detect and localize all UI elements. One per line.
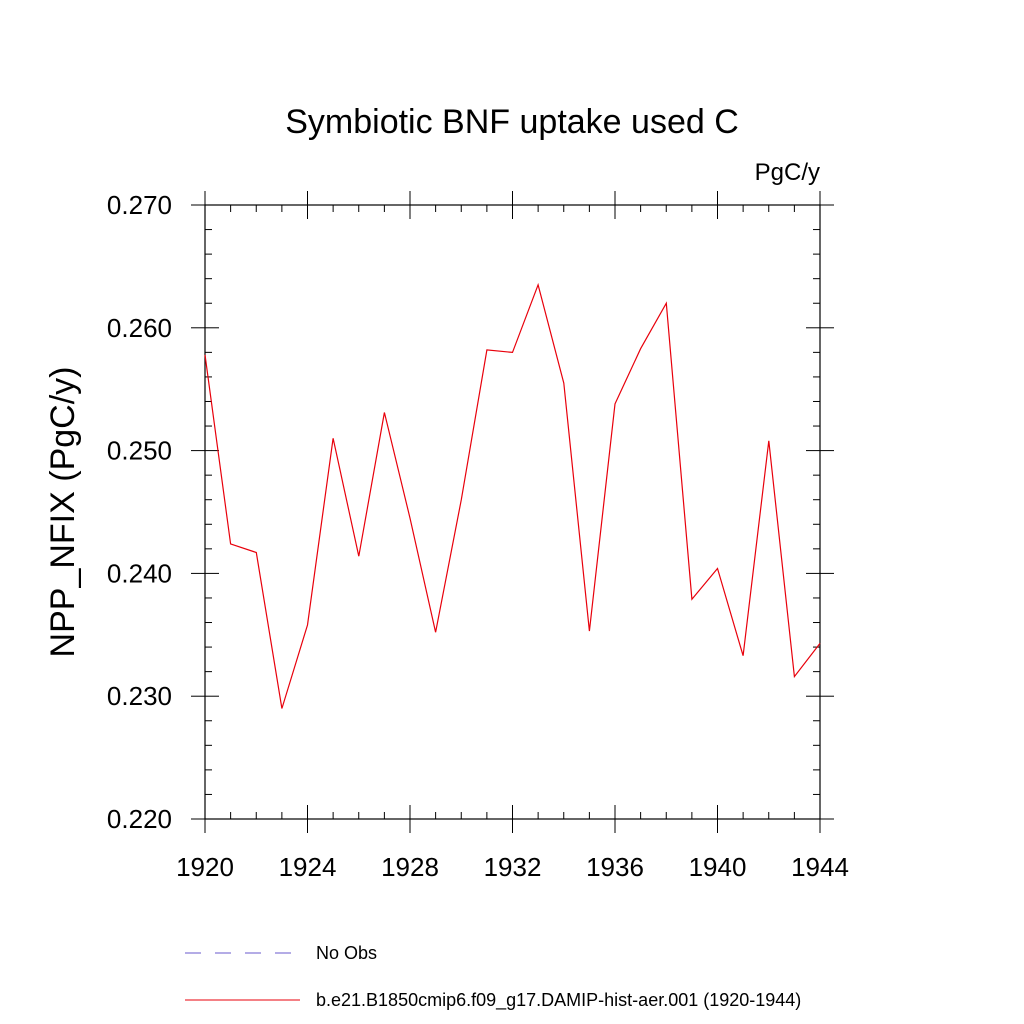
series-line <box>204 282 821 709</box>
units-label: PgC/y <box>755 159 820 186</box>
x-tick-label: 1944 <box>791 852 849 882</box>
y-axis-label: NPP_NFIX (PgC/y) <box>44 367 82 658</box>
y-tick-label: 0.260 <box>107 313 172 343</box>
y-tick-label: 0.270 <box>107 190 172 220</box>
y-tick-label: 0.220 <box>107 804 172 834</box>
x-tick-label: 1936 <box>586 852 644 882</box>
y-tick-label: 0.230 <box>107 681 172 711</box>
legend-label: No Obs <box>316 943 377 963</box>
x-tick-label: 1940 <box>689 852 747 882</box>
x-tick-label: 1932 <box>484 852 542 882</box>
x-tick-label: 1920 <box>176 852 234 882</box>
y-tick-label: 0.250 <box>107 436 172 466</box>
x-tick-label: 1924 <box>279 852 337 882</box>
legend-label: b.e21.B1850cmip6.f09_g17.DAMIP-hist-aer.… <box>316 990 801 1011</box>
plot-frame <box>204 204 821 820</box>
series-layer <box>204 282 821 709</box>
legend: No Obs b.e21.B1850cmip6.f09_g17.DAMIP-his… <box>185 943 801 1011</box>
y-tick-label: 0.240 <box>107 558 172 588</box>
chart-title: Symbiotic BNF uptake used C <box>285 103 739 141</box>
x-tick-label: 1928 <box>381 852 439 882</box>
axes: 1920 1924 1928 1932 1936 1940 1944 0.220 0.230 0.… <box>107 190 849 882</box>
